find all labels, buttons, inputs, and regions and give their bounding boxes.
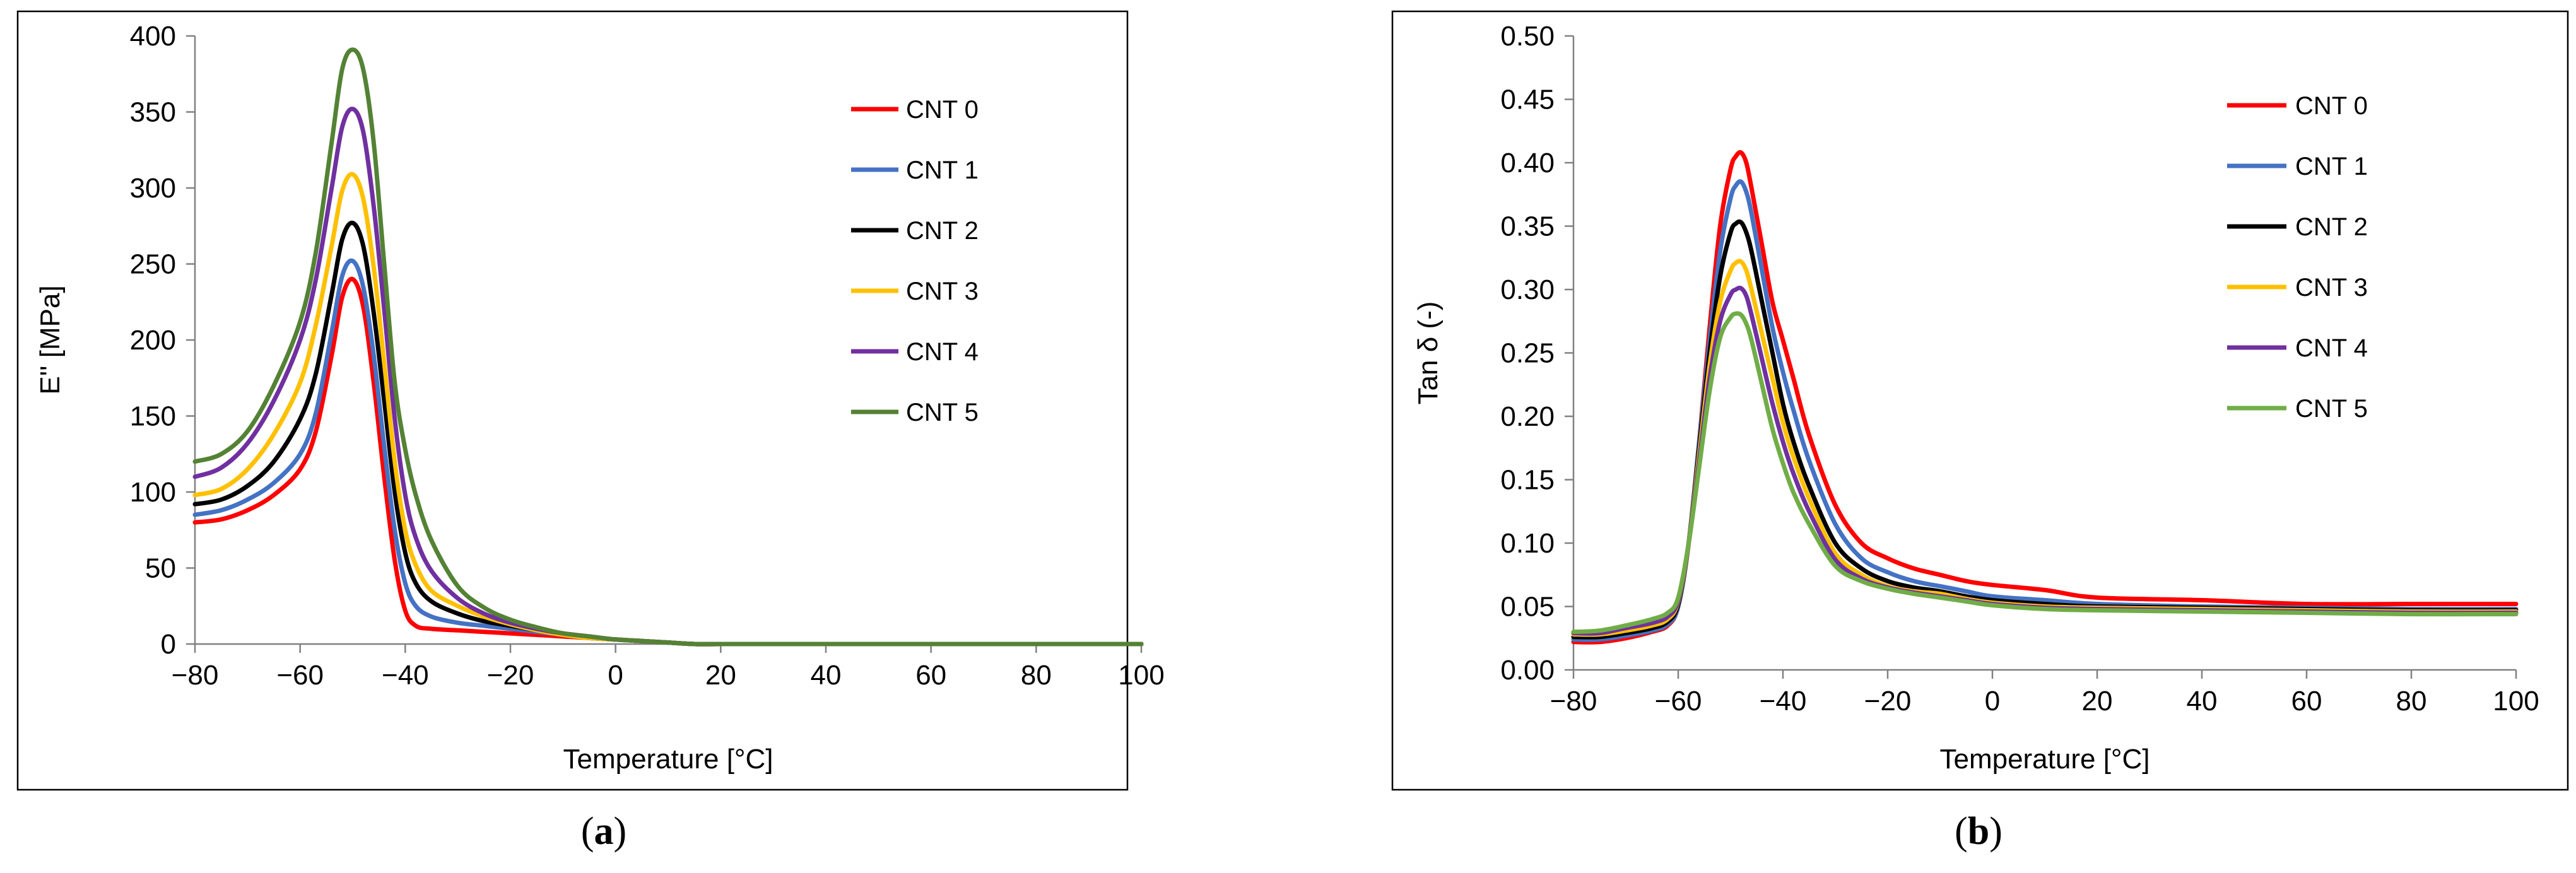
series-line-cnt-5 — [192, 47, 1144, 647]
legend-label: CNT 4 — [906, 338, 979, 366]
x-tick-label: 80 — [2396, 686, 2427, 717]
series-line-cnt-4 — [1571, 285, 2519, 636]
y-tick-label: 100 — [130, 477, 176, 508]
y-tick-label: 300 — [130, 173, 176, 204]
y-tick-label: 200 — [130, 325, 176, 356]
y-tick-label: 0.30 — [1500, 274, 1555, 305]
series-line-cnt-0 — [192, 276, 1144, 647]
legend-label: CNT 2 — [2295, 213, 2368, 241]
x-tick-label: −20 — [487, 660, 534, 691]
legend: CNT 0 CNT 1 CNT 2 CNT 3 CNT 4 CNT 5 — [2227, 92, 2368, 423]
legend-label: CNT 3 — [2295, 274, 2368, 302]
y-tick-label: 0.15 — [1500, 465, 1555, 496]
x-tick-label: 60 — [915, 660, 946, 691]
x-tick-label: −40 — [382, 660, 429, 691]
legend-label: CNT 4 — [2295, 334, 2368, 362]
x-tick-label: 40 — [811, 660, 842, 691]
series-line-cnt-2 — [192, 220, 1144, 647]
y-tick-label: 0.25 — [1500, 338, 1555, 369]
y-axis-title: E'' [MPa] — [35, 285, 66, 394]
legend-label: CNT 2 — [906, 217, 979, 245]
y-tick-label: 350 — [130, 97, 176, 128]
y-tick-label: 0.10 — [1500, 528, 1555, 559]
x-tick-label: 80 — [1021, 660, 1052, 691]
legend: CNT 0 CNT 1 CNT 2 CNT 3 CNT 4 CNT 5 — [851, 96, 979, 426]
y-tick-label: 0.35 — [1500, 211, 1555, 242]
legend-label: CNT 0 — [2295, 92, 2368, 120]
x-tick-label: 100 — [1118, 660, 1164, 691]
panel-caption-b: (b) — [1955, 810, 2003, 853]
y-tick-label: 400 — [130, 21, 176, 52]
x-axis-title: Temperature [°C] — [1939, 744, 2150, 775]
x-tick-label: 40 — [2187, 686, 2218, 717]
x-tick-label: −60 — [1655, 686, 1702, 717]
y-tick-label: 0.45 — [1500, 85, 1555, 115]
legend-label: CNT 5 — [2295, 395, 2368, 423]
series-line-cnt-3 — [192, 172, 1144, 647]
x-tick-label: 0 — [1985, 686, 2000, 717]
x-tick-label: −80 — [1550, 686, 1597, 717]
x-tick-label: 100 — [2493, 686, 2539, 717]
x-tick-label: −40 — [1760, 686, 1807, 717]
x-axis-title: Temperature [°C] — [563, 744, 773, 775]
series-line-cnt-0 — [1571, 149, 2519, 645]
x-tick-label: 0 — [608, 660, 623, 691]
x-tick-label: −20 — [1864, 686, 1912, 717]
y-tick-label: 0.20 — [1500, 401, 1555, 432]
series-line-cnt-5 — [1571, 311, 2519, 635]
y-tick-label: 0.00 — [1500, 655, 1555, 686]
x-tick-label: 60 — [2291, 686, 2322, 717]
chart-frame — [16, 10, 1129, 791]
y-tick-label: 50 — [145, 553, 176, 584]
legend-label: CNT 1 — [906, 156, 979, 184]
y-tick-label: 0.50 — [1500, 21, 1555, 52]
series-line-cnt-1 — [1571, 179, 2519, 642]
x-tick-label: 20 — [2082, 686, 2113, 717]
chart-b: −80 −60 −40 −20 0 20 40 60 80 100 0.00 0.05 0.10 0.15… — [1391, 10, 2569, 791]
y-axis-title: Tan δ (-) — [1413, 302, 1444, 405]
y-tick-label: 0.40 — [1500, 148, 1555, 179]
legend-label: CNT 3 — [906, 278, 979, 305]
chart-a: −80 −60 −40 −20 0 20 40 60 80 100 0 50 100 150 200 250 3… — [16, 10, 1165, 791]
panel-caption-a: (a) — [581, 810, 626, 853]
chart-frame — [1391, 10, 2569, 791]
legend-label: CNT 5 — [906, 399, 979, 426]
y-tick-label: 0 — [161, 629, 176, 660]
y-tick-label: 250 — [130, 249, 176, 280]
series-line-cnt-4 — [192, 107, 1144, 647]
y-tick-label: 150 — [130, 401, 176, 432]
x-tick-label: −80 — [172, 660, 219, 691]
legend-label: CNT 0 — [906, 96, 979, 124]
x-tick-label: 20 — [705, 660, 736, 691]
legend-label: CNT 1 — [2295, 153, 2368, 180]
x-tick-label: −60 — [276, 660, 324, 691]
y-tick-label: 0.05 — [1500, 592, 1555, 623]
